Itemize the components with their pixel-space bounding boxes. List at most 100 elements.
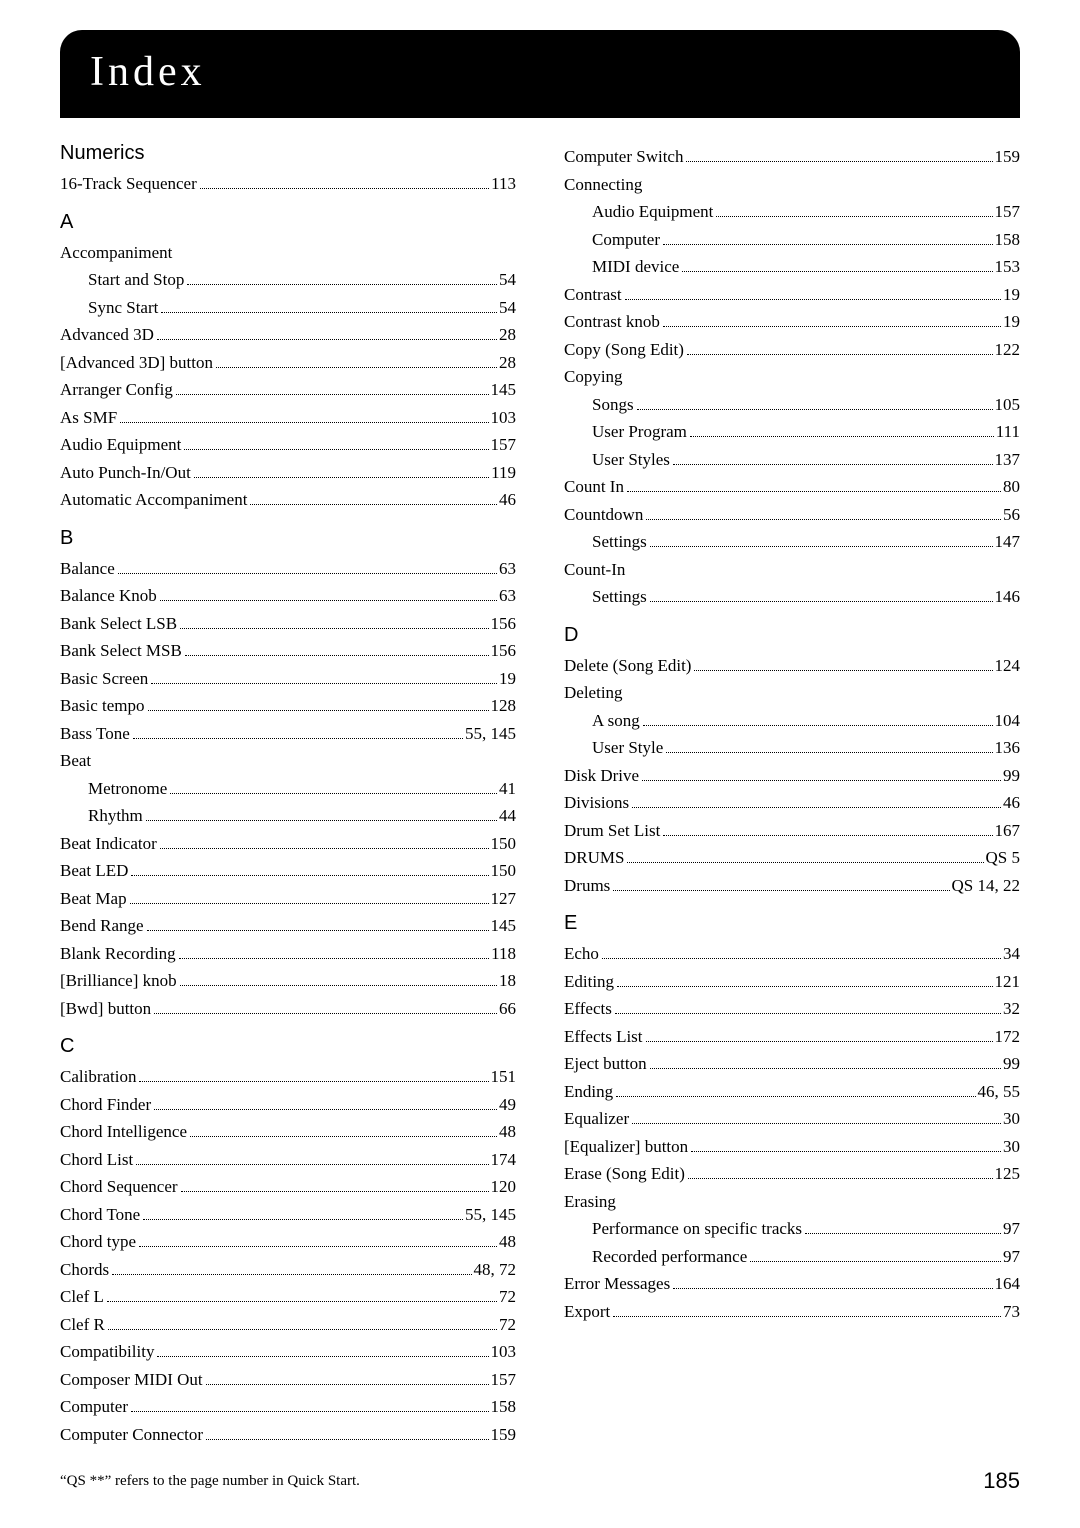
entry-page: 159 <box>491 1422 517 1448</box>
index-entry: DrumsQS 14, 22 <box>564 873 1020 899</box>
leader-dots <box>180 972 497 986</box>
leader-dots <box>637 396 993 410</box>
entry-page: 156 <box>491 638 517 664</box>
index-entry: Chord Finder49 <box>60 1092 516 1118</box>
entry-label: [Advanced 3D] button <box>60 350 213 376</box>
entry-page: 164 <box>995 1271 1021 1297</box>
entry-label: Arranger Config <box>60 377 173 403</box>
index-subentry: Sync Start54 <box>60 295 516 321</box>
entry-page: 66 <box>499 996 516 1022</box>
index-entry: Erasing <box>564 1189 1020 1215</box>
leader-dots <box>160 835 489 849</box>
leader-dots <box>131 1398 489 1412</box>
entry-label: Eject button <box>564 1051 647 1077</box>
leader-dots <box>154 1000 497 1014</box>
leader-dots <box>147 917 489 931</box>
entry-label: Bend Range <box>60 913 144 939</box>
entry-label: Erasing <box>564 1189 616 1215</box>
index-subentry: Audio Equipment157 <box>564 199 1020 225</box>
index-entry: [Equalizer] button30 <box>564 1134 1020 1160</box>
index-entry: Auto Punch-In/Out119 <box>60 460 516 486</box>
index-entry: Export73 <box>564 1299 1020 1325</box>
entry-label: Computer Connector <box>60 1422 203 1448</box>
leader-dots <box>627 478 1001 492</box>
index-entry: Composer MIDI Out157 <box>60 1367 516 1393</box>
index-subentry: Metronome41 <box>60 776 516 802</box>
section-head: B <box>60 527 516 550</box>
entry-label: Clef L <box>60 1284 104 1310</box>
index-entry: Clef L72 <box>60 1284 516 1310</box>
index-entry: Copy (Song Edit)122 <box>564 337 1020 363</box>
index-entry: Chord Sequencer120 <box>60 1174 516 1200</box>
entry-page: 46, 55 <box>978 1079 1021 1105</box>
index-entry: Advanced 3D28 <box>60 322 516 348</box>
entry-page: QS 5 <box>986 845 1020 871</box>
index-entry: Chord type48 <box>60 1229 516 1255</box>
leader-dots <box>643 712 993 726</box>
leader-dots <box>650 533 993 547</box>
entry-label: Balance <box>60 556 115 582</box>
entry-label: Sync Start <box>88 295 158 321</box>
entry-label: Countdown <box>564 502 643 528</box>
entry-page: 158 <box>995 227 1021 253</box>
index-subentry: Recorded performance97 <box>564 1244 1020 1270</box>
index-entry: DRUMS QS 5 <box>564 845 1020 871</box>
entry-label: Chord Sequencer <box>60 1174 178 1200</box>
footnote: “QS **” refers to the page number in Qui… <box>60 1473 360 1490</box>
leader-dots <box>131 862 488 876</box>
entry-page: 97 <box>1003 1216 1020 1242</box>
index-entry: Effects32 <box>564 996 1020 1022</box>
leader-dots <box>663 313 1001 327</box>
entry-page: 32 <box>1003 996 1020 1022</box>
entry-page: 46 <box>499 487 516 513</box>
entry-label: Error Messages <box>564 1271 670 1297</box>
leader-dots <box>617 973 992 987</box>
title-bar: Index <box>60 30 1020 118</box>
entry-page: 174 <box>491 1147 517 1173</box>
section-head: Numerics <box>60 142 516 165</box>
entry-label: Drums <box>564 873 610 899</box>
entry-page: 111 <box>996 419 1020 445</box>
leader-dots <box>216 354 497 368</box>
entry-page: 151 <box>491 1064 517 1090</box>
index-entry: Deleting <box>564 680 1020 706</box>
entry-page: 137 <box>995 447 1021 473</box>
leader-dots <box>157 1343 488 1357</box>
leader-dots <box>694 657 992 671</box>
page-number: 185 <box>983 1468 1020 1494</box>
index-subentry: Start and Stop54 <box>60 267 516 293</box>
leader-dots <box>112 1261 471 1275</box>
leader-dots <box>691 1138 1001 1152</box>
entry-page: 49 <box>499 1092 516 1118</box>
entry-label: Deleting <box>564 680 623 706</box>
entry-label: [Brilliance] knob <box>60 968 177 994</box>
entry-label: Metronome <box>88 776 167 802</box>
entry-page: 157 <box>491 432 517 458</box>
entry-label: Disk Drive <box>564 763 639 789</box>
index-entry: Beat Indicator150 <box>60 831 516 857</box>
entry-label: Connecting <box>564 172 642 198</box>
index-entry: Bank Select MSB156 <box>60 638 516 664</box>
entry-label: Equalizer <box>564 1106 629 1132</box>
entry-label: User Styles <box>592 447 670 473</box>
leader-dots <box>650 588 993 602</box>
index-entry: Drum Set List167 <box>564 818 1020 844</box>
entry-label: Balance Knob <box>60 583 157 609</box>
entry-label: Contrast <box>564 282 622 308</box>
leader-dots <box>616 1083 975 1097</box>
leader-dots <box>194 464 489 478</box>
index-entry: Divisions46 <box>564 790 1020 816</box>
entry-label: Count-In <box>564 557 625 583</box>
leader-dots <box>206 1426 488 1440</box>
index-entry: Editing121 <box>564 969 1020 995</box>
entry-label: Accompaniment <box>60 240 172 266</box>
leader-dots <box>146 807 497 821</box>
index-entry: Chord Tone55, 145 <box>60 1202 516 1228</box>
entry-label: Count In <box>564 474 624 500</box>
entry-page: 146 <box>995 584 1021 610</box>
leader-dots <box>805 1220 1001 1234</box>
leader-dots <box>148 697 489 711</box>
leader-dots <box>625 286 1001 300</box>
entry-page: 63 <box>499 556 516 582</box>
entry-page: 103 <box>491 1339 517 1365</box>
